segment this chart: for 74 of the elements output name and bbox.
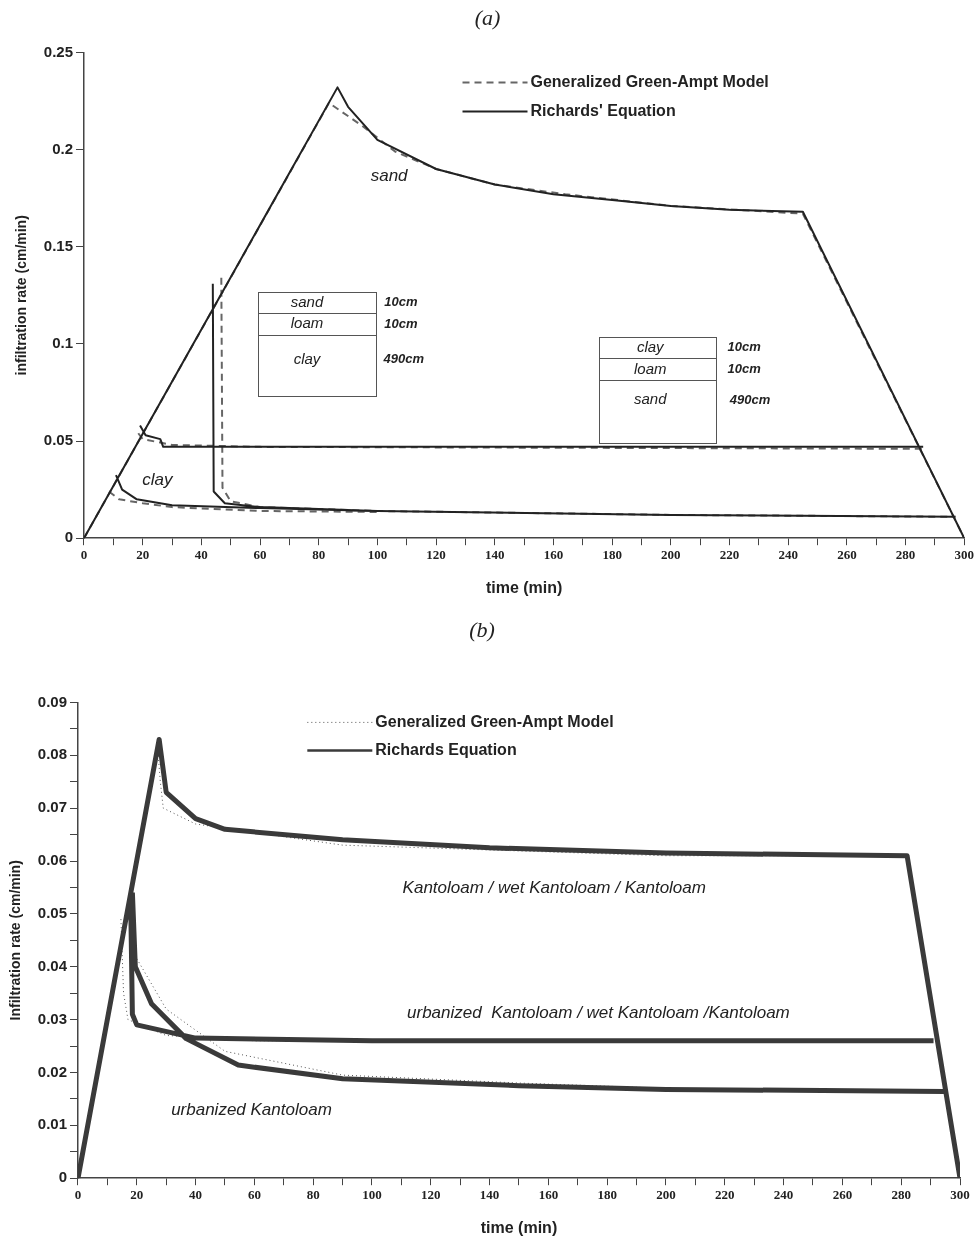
annotation: Kantoloam / wet Kantoloam / Kantoloam bbox=[402, 878, 706, 898]
y-tick-label: 0.04 bbox=[37, 956, 68, 974]
x-tick-label: 160 bbox=[538, 1187, 559, 1203]
y-tick-label: 0.15 bbox=[43, 236, 73, 254]
y-tick-label: 0.08 bbox=[37, 745, 67, 763]
annotation: loam bbox=[634, 359, 667, 377]
x-tick-label: 280 bbox=[891, 1187, 911, 1203]
annotation: 10cm bbox=[727, 339, 762, 355]
annotation: loam bbox=[290, 314, 324, 332]
y-tick-label: 0.06 bbox=[37, 851, 67, 869]
y-tick-label: 0.03 bbox=[37, 1009, 67, 1027]
x-tick-label: 40 bbox=[189, 1187, 203, 1203]
x-tick-label: 120 bbox=[426, 547, 446, 563]
annotation: urbanized Kantoloam / wet Kantoloam /Kantoloam bbox=[407, 1002, 790, 1022]
y-axis-title: Infiltration rate (cm/min) bbox=[7, 860, 24, 1021]
x-tick-label: 80 bbox=[312, 547, 326, 563]
legend-label: Richards' Equation bbox=[530, 101, 676, 119]
y-tick-label: 0.25 bbox=[43, 42, 73, 60]
annotation: sand bbox=[290, 292, 324, 310]
annotation: sand bbox=[634, 390, 668, 408]
x-tick-label: 60 bbox=[253, 547, 267, 563]
y-tick-label: 0.05 bbox=[37, 904, 67, 922]
x-axis-title: time (min) bbox=[480, 1218, 558, 1236]
x-tick-label: 220 bbox=[715, 1187, 735, 1203]
x-tick-label: 140 bbox=[479, 1187, 500, 1203]
annotation: clay bbox=[636, 337, 666, 355]
annotation: clay bbox=[142, 469, 174, 489]
legend-label: Richards Equation bbox=[375, 740, 517, 758]
y-tick-label: 0.2 bbox=[52, 139, 73, 157]
y-tick-label: 0.01 bbox=[37, 1115, 67, 1133]
x-tick-label: 200 bbox=[661, 547, 681, 563]
legend-label: Generalized Green-Ampt Model bbox=[375, 712, 614, 730]
x-tick-label: 140 bbox=[485, 547, 505, 563]
chart-title: (a) bbox=[474, 4, 501, 30]
x-tick-label: 160 bbox=[543, 547, 564, 563]
y-tick-label: 0.02 bbox=[37, 1062, 67, 1080]
x-tick-label: 20 bbox=[136, 547, 150, 563]
annotation: 490cm bbox=[728, 391, 771, 407]
x-tick-label: 120 bbox=[421, 1187, 441, 1203]
x-tick-label: 300 bbox=[950, 1187, 970, 1203]
x-tick-label: 280 bbox=[895, 547, 916, 563]
x-tick-label: 200 bbox=[656, 1187, 676, 1203]
legend-label: Generalized Green-Ampt Model bbox=[530, 72, 769, 90]
y-tick-label: 0.1 bbox=[52, 334, 73, 352]
annotation: clay bbox=[293, 349, 322, 367]
x-tick-label: 40 bbox=[194, 547, 208, 563]
x-tick-label: 100 bbox=[367, 547, 388, 563]
x-axis-title: time (min) bbox=[485, 578, 563, 596]
x-tick-label: 220 bbox=[719, 547, 740, 563]
annotation: urbanized Kantoloam bbox=[171, 1100, 332, 1120]
x-tick-label: 60 bbox=[247, 1187, 261, 1203]
annotation: 10cm bbox=[384, 294, 418, 310]
x-tick-label: 260 bbox=[832, 1187, 853, 1203]
x-tick-label: 180 bbox=[597, 1187, 617, 1203]
annotation: 10cm bbox=[727, 361, 762, 377]
x-tick-label: 0 bbox=[80, 547, 88, 563]
annotation: 490cm bbox=[382, 351, 425, 366]
y-tick-label: 0 bbox=[64, 528, 73, 546]
chart-title: (b) bbox=[469, 616, 495, 642]
y-axis-title: infiltration rate (cm/min) bbox=[13, 215, 30, 376]
y-tick-label: 0.07 bbox=[37, 798, 67, 816]
annotation: 10cm bbox=[384, 315, 418, 331]
x-tick-label: 300 bbox=[954, 547, 974, 563]
x-tick-label: 100 bbox=[362, 1187, 382, 1203]
y-tick-label: 0 bbox=[58, 1168, 67, 1186]
x-tick-label: 240 bbox=[773, 1187, 794, 1203]
x-tick-label: 20 bbox=[130, 1187, 144, 1203]
x-tick-label: 240 bbox=[778, 547, 798, 563]
annotation: sand bbox=[370, 166, 409, 186]
y-tick-label: 0.09 bbox=[37, 692, 67, 710]
y-tick-label: 0.05 bbox=[43, 431, 73, 449]
x-tick-label: 180 bbox=[602, 547, 622, 563]
x-tick-label: 80 bbox=[306, 1187, 320, 1203]
x-tick-label: 260 bbox=[837, 547, 857, 563]
